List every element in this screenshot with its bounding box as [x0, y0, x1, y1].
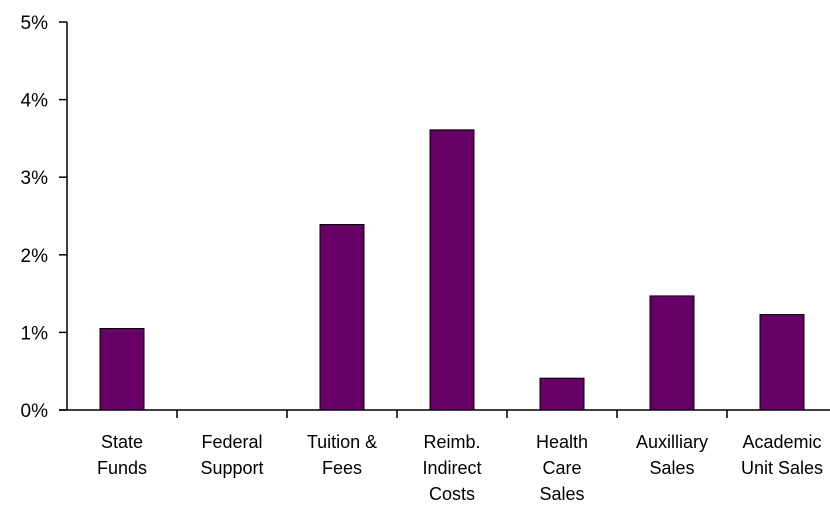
x-category-label-line: Health: [536, 432, 588, 452]
x-category-label-line: State: [101, 432, 143, 452]
x-category-label-line: Costs: [429, 484, 475, 504]
x-category-label: Reimb. Indirect Costs: [422, 432, 481, 504]
x-category-label-line: Tuition &: [307, 432, 377, 452]
x-category-label: Academic Unit Sales: [741, 432, 823, 478]
bar: [539, 377, 585, 411]
x-category-label-line: Auxilliary: [636, 432, 708, 452]
bar: [319, 224, 365, 411]
x-category-label-line: Sales: [649, 458, 694, 478]
x-category-label-line: Fees: [322, 458, 362, 478]
y-tick-label: 3%: [21, 168, 49, 189]
x-category-label-line: Funds: [97, 458, 147, 478]
x-category-label-line: Federal: [201, 432, 262, 452]
x-category-label: State Funds: [97, 432, 147, 478]
x-category-label: Health Care Sales: [536, 432, 588, 504]
bars: [99, 129, 805, 411]
x-category-label-line: Support: [200, 458, 263, 478]
y-tick-label: 2%: [21, 246, 49, 267]
y-tick-label: 5%: [21, 13, 49, 34]
bar: [429, 129, 475, 411]
x-category-label-line: Unit Sales: [741, 458, 823, 478]
x-category-label: Tuition & Fees: [307, 432, 377, 478]
x-category-label-line: Reimb.: [423, 432, 480, 452]
x-category-label: Federal Support: [200, 432, 263, 478]
x-category-label-line: Academic: [742, 432, 821, 452]
y-tick-label: 1%: [21, 323, 49, 344]
bar: [649, 295, 695, 411]
y-tick-label: 4%: [21, 91, 49, 112]
category-labels: State Funds Federal Support Tuition & Fees Rei…: [97, 432, 823, 504]
y-tick-label: 0%: [21, 401, 49, 422]
axes: 0% 1% 2% 3% 4% 5%: [21, 13, 830, 422]
x-category-label-line: Care: [542, 458, 581, 478]
bar: [759, 314, 805, 411]
x-category-label: Auxilliary Sales: [636, 432, 708, 478]
x-category-label-line: Sales: [539, 484, 584, 504]
x-category-label-line: Indirect: [422, 458, 481, 478]
bar: [99, 328, 145, 411]
